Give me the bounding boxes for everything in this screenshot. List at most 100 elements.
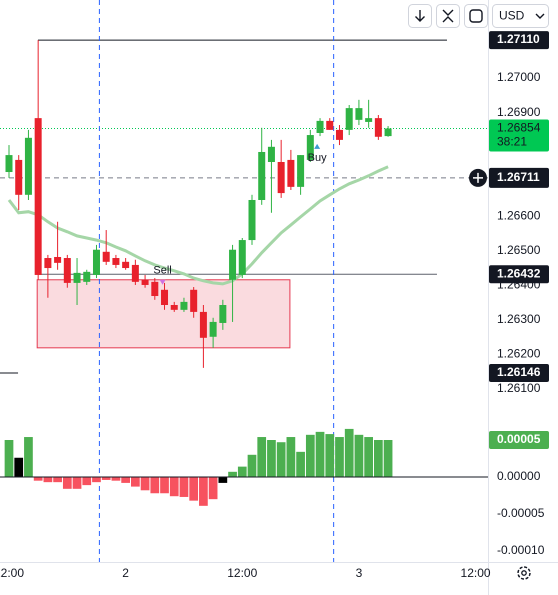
y-tick-label: 1.26500 xyxy=(497,243,541,257)
plus-icon xyxy=(473,172,483,183)
price-badge-label: 1.26711 xyxy=(497,170,540,184)
y-tick-label: 1.26300 xyxy=(497,312,541,326)
candle-body xyxy=(112,258,120,265)
y-tick-label: 1.26200 xyxy=(497,347,541,361)
candle-body xyxy=(122,261,130,269)
candle-body xyxy=(73,272,81,283)
price-badge-label: 1.26146 xyxy=(497,365,541,379)
histogram-bar xyxy=(24,437,33,477)
histogram-bar xyxy=(344,428,354,477)
histogram-bar xyxy=(82,476,92,486)
histogram-bar xyxy=(43,476,53,483)
y-tick-label: 1.26100 xyxy=(497,381,541,395)
candle-body xyxy=(335,129,343,140)
x-tick-label: 3 xyxy=(356,566,363,580)
countdown-label: 38:21 xyxy=(497,135,527,149)
y-tick-label: 1.26600 xyxy=(497,208,541,222)
y-tick-label: 1.27000 xyxy=(497,70,541,84)
candle-body xyxy=(44,258,52,269)
histogram-bar xyxy=(373,440,383,477)
histogram-bar xyxy=(208,476,218,500)
histogram-bar xyxy=(111,476,121,481)
candle-body xyxy=(141,279,149,285)
histogram-bar xyxy=(169,476,179,497)
histogram-bar xyxy=(354,434,364,477)
histogram-bar xyxy=(140,476,150,491)
candle-body xyxy=(54,256,62,263)
y2-tick-label: -0.00010 xyxy=(497,543,545,557)
histogram-bar xyxy=(296,451,305,477)
currency-dropdown[interactable] xyxy=(492,4,549,28)
histogram-bar xyxy=(62,476,72,489)
x-tick-label: 12:00 xyxy=(0,566,24,580)
candle-body xyxy=(258,151,266,200)
candle-body xyxy=(248,199,256,241)
histogram-bar xyxy=(267,440,276,477)
histogram-bar xyxy=(237,466,247,477)
histogram-bar xyxy=(150,476,160,494)
scale-icon xyxy=(442,9,454,23)
current-price-label: 1.26854 xyxy=(497,121,541,135)
candle-body xyxy=(24,137,32,195)
histogram-bar xyxy=(4,440,14,477)
histogram-bar xyxy=(33,476,43,481)
candle-body xyxy=(199,311,207,338)
candle-body xyxy=(287,159,295,187)
candle-body xyxy=(15,159,23,195)
candle-body xyxy=(238,240,246,275)
candle-body xyxy=(209,321,217,337)
histogram-bar xyxy=(364,437,373,477)
price-badge xyxy=(489,31,549,50)
candle-body xyxy=(5,155,13,173)
histogram-bar xyxy=(335,437,344,477)
histogram-bar xyxy=(53,476,62,483)
x-tick-label: 2 xyxy=(122,566,129,580)
histogram-bar xyxy=(199,476,208,506)
moving-average xyxy=(7,165,389,286)
settings-button[interactable] xyxy=(517,566,531,580)
candle-body xyxy=(180,301,188,310)
y-tick-label: 1.26900 xyxy=(497,105,541,119)
histogram-bar xyxy=(92,476,101,483)
candle-body xyxy=(83,271,91,282)
currency-label: USD xyxy=(499,9,525,23)
candle-body xyxy=(161,289,169,305)
histogram-bar xyxy=(14,457,24,477)
histogram-bar xyxy=(121,476,131,483)
histogram-bar xyxy=(179,476,189,497)
candle-body xyxy=(131,264,139,282)
candle-body xyxy=(229,249,237,280)
x-tick-label: 12:00 xyxy=(461,566,491,580)
histogram-bar xyxy=(218,476,228,483)
histogram-bar xyxy=(383,440,393,477)
gear-hub xyxy=(521,570,527,576)
candle-body xyxy=(170,304,178,310)
histogram-bar xyxy=(72,476,82,489)
histogram-bar xyxy=(247,454,257,477)
histogram-badge xyxy=(489,431,549,449)
histogram-bar xyxy=(305,434,315,477)
annotation-marker xyxy=(159,279,166,285)
candle-body xyxy=(345,108,353,130)
candle-body xyxy=(326,120,334,130)
candle-body xyxy=(277,161,285,194)
dropdown-caret xyxy=(535,13,545,19)
reset-button[interactable] xyxy=(464,4,488,28)
y2-tick-label: 0.00000 xyxy=(497,469,541,483)
reset-icon xyxy=(469,9,483,23)
candle-body xyxy=(219,304,227,323)
histogram-bar xyxy=(160,476,169,494)
auto-scale-button[interactable] xyxy=(436,4,460,28)
candle-body xyxy=(34,118,42,275)
annotation-marker xyxy=(314,143,321,149)
histogram-bar xyxy=(228,471,237,477)
gear-icon xyxy=(517,566,531,580)
current-price-badge xyxy=(489,119,549,152)
price-badge xyxy=(489,364,549,383)
price-badge-label: 1.26432 xyxy=(497,266,541,280)
candle-body xyxy=(63,258,71,283)
price-badge-label: 1.27110 xyxy=(497,32,540,46)
candle-body xyxy=(92,249,100,275)
price-badge xyxy=(489,265,549,284)
